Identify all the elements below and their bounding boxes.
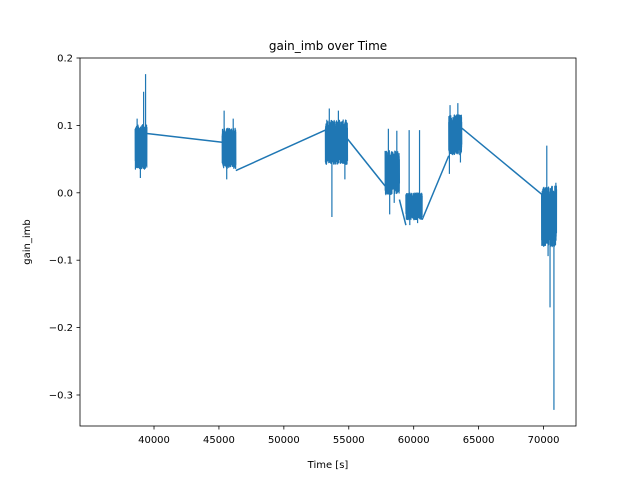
series-connector-line xyxy=(421,155,450,221)
series-line-cluster xyxy=(448,103,463,174)
x-tick-label: 60000 xyxy=(398,435,430,446)
plot-area xyxy=(134,74,558,410)
series-line-cluster xyxy=(384,128,401,215)
series-connector-line xyxy=(398,199,407,226)
y-tick-label: 0.1 xyxy=(57,121,73,132)
chart-title: gain_imb over Time xyxy=(269,39,387,53)
x-tick-label: 70000 xyxy=(528,435,560,446)
x-tick-label: 40000 xyxy=(138,435,170,446)
x-tick-label: 45000 xyxy=(203,435,235,446)
series-line-cluster xyxy=(134,74,148,178)
x-axis-label: Time [s] xyxy=(307,460,349,471)
y-axis-label: gain_imb xyxy=(22,219,33,264)
series-line-cluster xyxy=(540,145,558,410)
axes-frame xyxy=(79,57,577,427)
series-line-cluster xyxy=(221,110,237,180)
series-connector-line xyxy=(235,129,326,172)
y-tick-label: −0.3 xyxy=(49,390,73,401)
y-tick-label: 0.0 xyxy=(57,188,73,199)
x-axis-ticks: 40000 45000 50000 55000 60000 65000 70000 xyxy=(138,426,559,446)
series-line-cluster xyxy=(405,130,423,226)
y-tick-label: −0.2 xyxy=(49,323,73,334)
series-connector-line xyxy=(146,132,223,143)
series-connector-line xyxy=(346,138,386,187)
y-tick-label: −0.1 xyxy=(49,256,73,267)
x-tick-label: 65000 xyxy=(463,435,495,446)
series-line-cluster xyxy=(324,108,349,218)
series-connector-line xyxy=(461,127,543,195)
x-tick-label: 50000 xyxy=(268,435,300,446)
y-tick-label: 0.2 xyxy=(57,54,73,65)
x-tick-label: 55000 xyxy=(333,435,365,446)
y-axis-ticks: 0.2 0.1 0.0 −0.1 −0.2 −0.3 xyxy=(49,54,80,401)
